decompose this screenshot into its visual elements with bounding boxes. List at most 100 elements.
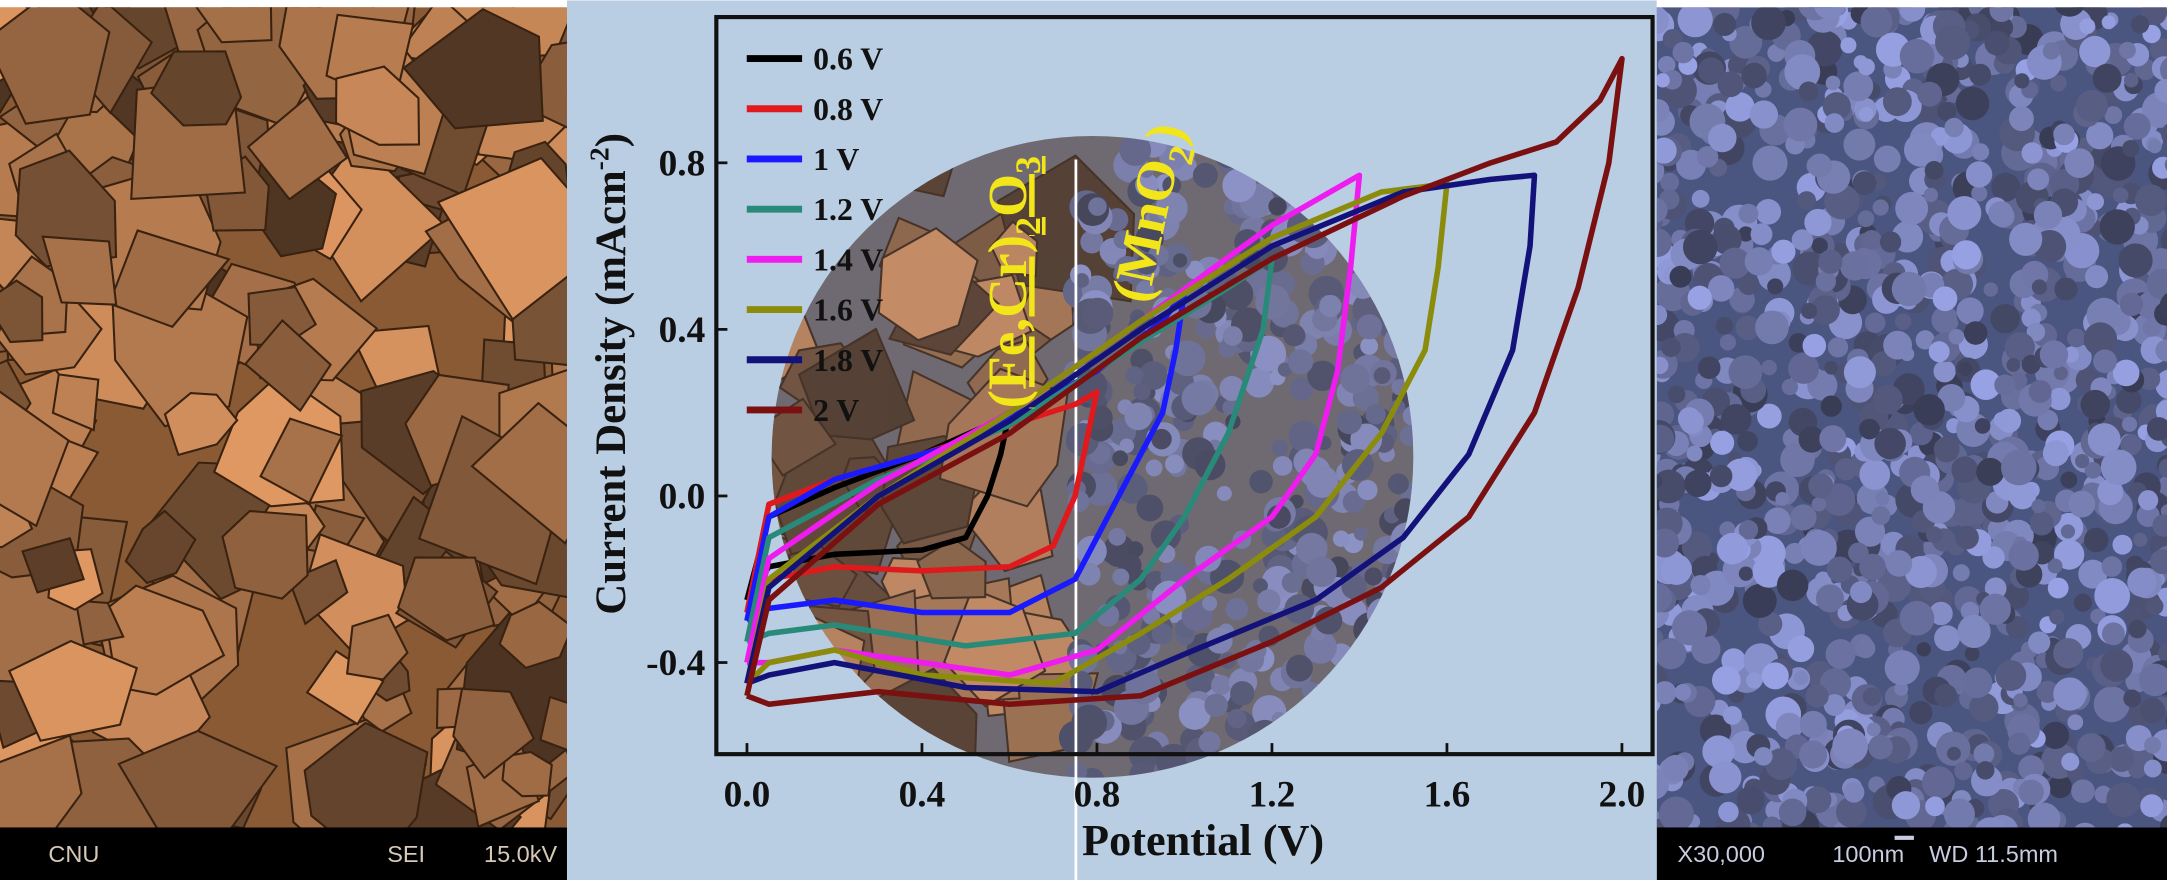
particle xyxy=(1656,583,1673,613)
particle xyxy=(1857,58,1875,76)
particle xyxy=(2054,277,2078,301)
particle xyxy=(1923,187,1939,203)
particle xyxy=(1314,606,1343,635)
particle xyxy=(1288,420,1320,452)
particle xyxy=(1125,366,1144,385)
particle xyxy=(1744,247,1774,276)
particle xyxy=(1993,411,2010,429)
particle xyxy=(2053,638,2084,669)
crystal xyxy=(436,156,567,321)
particle xyxy=(1716,532,1749,565)
particle xyxy=(1222,326,1243,346)
sem-label: X30,000 xyxy=(1677,841,1765,867)
sem-label: 15.0kV xyxy=(484,841,557,867)
particle xyxy=(1244,367,1274,398)
particle xyxy=(1805,684,1829,708)
particle xyxy=(1672,41,1694,64)
particle xyxy=(1711,224,1742,255)
particle xyxy=(2006,358,2021,372)
particle xyxy=(1736,786,1765,815)
particle xyxy=(1357,479,1378,501)
legend-label: 1.6 V xyxy=(813,293,883,328)
particle xyxy=(1931,306,1959,334)
particle xyxy=(1746,672,1763,689)
particle xyxy=(2047,577,2069,599)
curves xyxy=(744,55,1625,707)
particle xyxy=(1252,578,1268,594)
particle xyxy=(1775,492,1790,506)
particle xyxy=(1332,530,1350,547)
particle xyxy=(1119,438,1135,454)
annotation-sub: 2 xyxy=(1008,217,1048,235)
particle xyxy=(2061,752,2080,771)
particle xyxy=(2155,339,2167,362)
particle xyxy=(1963,321,1988,345)
particle xyxy=(2079,35,2111,68)
particle xyxy=(2164,158,2167,171)
particle xyxy=(1756,403,1782,429)
crystal xyxy=(21,537,85,594)
particle xyxy=(1958,361,1973,377)
particle xyxy=(1979,593,2011,625)
particle xyxy=(1762,816,1782,828)
plot-area: 0.0 0.4 0.8 1.2 1.6 2.0-0.40.00.40.8Potential… xyxy=(583,42,1645,865)
particle xyxy=(2101,556,2123,577)
particle xyxy=(1758,611,1783,637)
x-tick-label: 0.4 xyxy=(899,775,946,816)
particle xyxy=(2086,193,2104,211)
particle xyxy=(1656,228,1672,257)
particle xyxy=(1082,297,1114,329)
particle xyxy=(1681,531,1713,563)
particle xyxy=(1984,577,2007,600)
particle xyxy=(2073,593,2092,612)
crystal xyxy=(14,149,118,268)
cv-curve xyxy=(744,55,1625,707)
particle xyxy=(1778,798,1807,827)
particle xyxy=(1933,360,1956,383)
particle xyxy=(1891,791,1921,820)
particle xyxy=(1793,670,1809,686)
particle xyxy=(1970,369,2002,401)
crystal xyxy=(124,509,197,585)
particle xyxy=(1852,171,1877,195)
particle xyxy=(1932,286,1958,312)
annotation-text: O xyxy=(977,174,1038,217)
particle xyxy=(1159,141,1188,170)
particle xyxy=(2101,622,2125,646)
particle xyxy=(1822,92,1851,121)
particle xyxy=(2083,527,2109,553)
particle xyxy=(1767,278,1784,295)
particle xyxy=(1151,428,1172,450)
particle xyxy=(2031,499,2046,514)
particle xyxy=(2101,15,2116,30)
particle xyxy=(1957,614,1991,648)
particle xyxy=(1934,684,1958,708)
particle xyxy=(1656,197,1668,223)
particle xyxy=(1114,256,1140,282)
x-tick-label: 1.2 xyxy=(1249,775,1296,816)
particle xyxy=(1164,454,1184,474)
particle xyxy=(2036,680,2059,703)
particle xyxy=(2118,41,2136,59)
particle xyxy=(1975,817,2006,828)
particle xyxy=(2122,139,2140,158)
particle xyxy=(1925,796,1945,817)
particle xyxy=(1737,431,1758,452)
particle xyxy=(1948,328,1965,345)
particle xyxy=(1662,754,1689,782)
particle xyxy=(1884,650,1920,686)
particle xyxy=(1915,330,1935,350)
particle xyxy=(1991,172,2021,202)
particle xyxy=(1827,337,1849,358)
particle xyxy=(1840,37,1857,54)
particle xyxy=(1849,581,1872,604)
particle xyxy=(1707,275,1735,302)
particle xyxy=(1360,337,1379,356)
particle xyxy=(1860,7,1893,38)
particle xyxy=(1656,469,1686,504)
particle xyxy=(1124,402,1153,431)
particle xyxy=(1857,210,1875,228)
particle xyxy=(1899,38,1935,74)
particle xyxy=(2124,72,2139,88)
particle xyxy=(2116,388,2142,414)
